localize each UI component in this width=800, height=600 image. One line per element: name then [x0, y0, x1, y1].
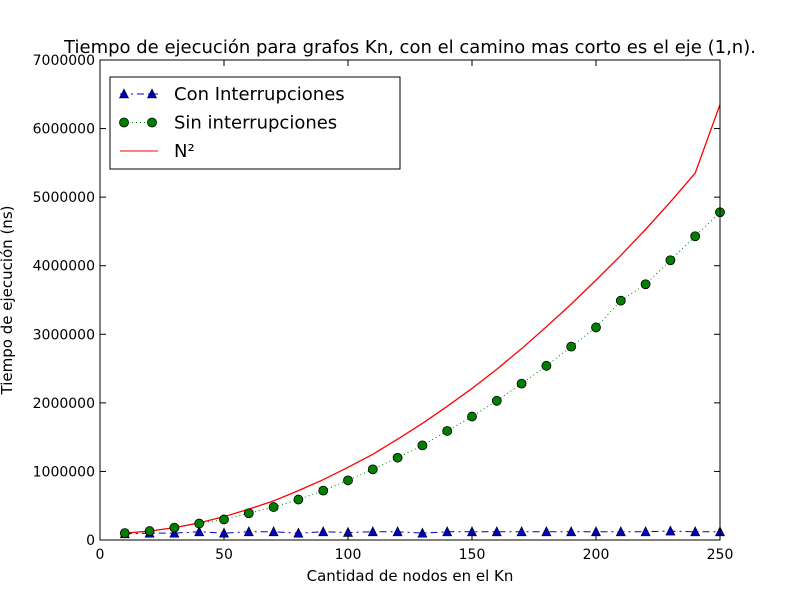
- series-1-point: [392, 452, 403, 463]
- series-1-point: [293, 494, 304, 505]
- plot-frame: [99, 59, 721, 541]
- series-1-point: [615, 295, 626, 306]
- legend: Con Interrupciones Sin interrupciones N²: [109, 76, 401, 170]
- series-1-point: [268, 502, 279, 512]
- series-1-point: [219, 514, 229, 525]
- series-1-point: [591, 322, 601, 333]
- axes: 0 50 100 150 200 250 0 1000000 2000000 3000000 400…: [33, 53, 734, 563]
- legend-box: [109, 76, 401, 170]
- x-tick-label: 200: [583, 547, 610, 563]
- chart-title: Tiempo de ejecución para grafos Kn, con …: [63, 37, 756, 58]
- y-tick-label: 0: [86, 533, 95, 549]
- x-tick-label: 50: [215, 547, 233, 563]
- y-tick-label: 1000000: [33, 464, 95, 480]
- series-line-1: [124, 211, 720, 534]
- series-1-point: [119, 528, 130, 539]
- series-0-point: [367, 526, 378, 537]
- series-0-point: [541, 526, 552, 537]
- series-1-point: [144, 526, 155, 536]
- series-0-point: [392, 526, 403, 537]
- legend-marker-1: [119, 117, 129, 128]
- series-0-point: [566, 526, 577, 537]
- series-0-point: [516, 526, 527, 537]
- series-1-point: [243, 508, 254, 519]
- x-tick-label: 100: [335, 547, 362, 563]
- series-1-point: [516, 378, 527, 389]
- series-0-point: [293, 527, 304, 538]
- series-0-point: [690, 526, 701, 537]
- series-1-point: [318, 485, 329, 496]
- series-1-point: [566, 341, 577, 352]
- series-0-point: [665, 525, 676, 536]
- legend-marker-0: [119, 88, 129, 99]
- series-1-point: [194, 518, 205, 529]
- series-1-point: [442, 426, 453, 436]
- series-1-point: [690, 231, 701, 242]
- series-1-point: [491, 395, 502, 406]
- series-0-point: [417, 527, 428, 538]
- series-0-point: [491, 526, 502, 537]
- x-tick-label: 0: [96, 547, 105, 563]
- series-1-point: [541, 360, 552, 371]
- series-0-point: [318, 526, 329, 537]
- x-axis-label: Cantidad de nodos en el Kn: [307, 567, 514, 585]
- y-tick-label: 7000000: [33, 53, 95, 69]
- series-0-point: [169, 527, 180, 538]
- legend-marker-1: [147, 117, 157, 128]
- legend-label-1: Sin interrupciones: [174, 113, 337, 134]
- x-tick-label: 250: [707, 547, 734, 563]
- x-tick-label: 150: [459, 547, 486, 563]
- series-0-point: [442, 526, 453, 537]
- series-0-point: [640, 526, 651, 537]
- y-tick-label: 2000000: [33, 396, 95, 412]
- y-tick-label: 6000000: [33, 122, 95, 138]
- series-1-point: [640, 279, 651, 290]
- plot-area: [119, 104, 725, 539]
- series-0-point: [268, 526, 279, 537]
- series-0-point: [243, 526, 254, 537]
- series-1-point: [169, 522, 180, 533]
- series-1-point: [343, 475, 353, 486]
- legend-label-2: N²: [174, 141, 195, 162]
- y-axis-label: Tiempo de ejecución (ns): [0, 206, 16, 396]
- y-tick-label: 5000000: [33, 190, 95, 206]
- y-tick-label: 4000000: [33, 259, 95, 275]
- series-0-point: [194, 526, 205, 537]
- legend-marker-0: [147, 88, 157, 99]
- series-0-point: [615, 526, 626, 537]
- series-1-point: [467, 411, 477, 422]
- legend-label-0: Con Interrupciones: [174, 84, 345, 105]
- y-tick-label: 3000000: [33, 327, 95, 343]
- series-1-point: [665, 255, 676, 266]
- series-1-point: [367, 464, 378, 475]
- series-1-point: [417, 440, 428, 451]
